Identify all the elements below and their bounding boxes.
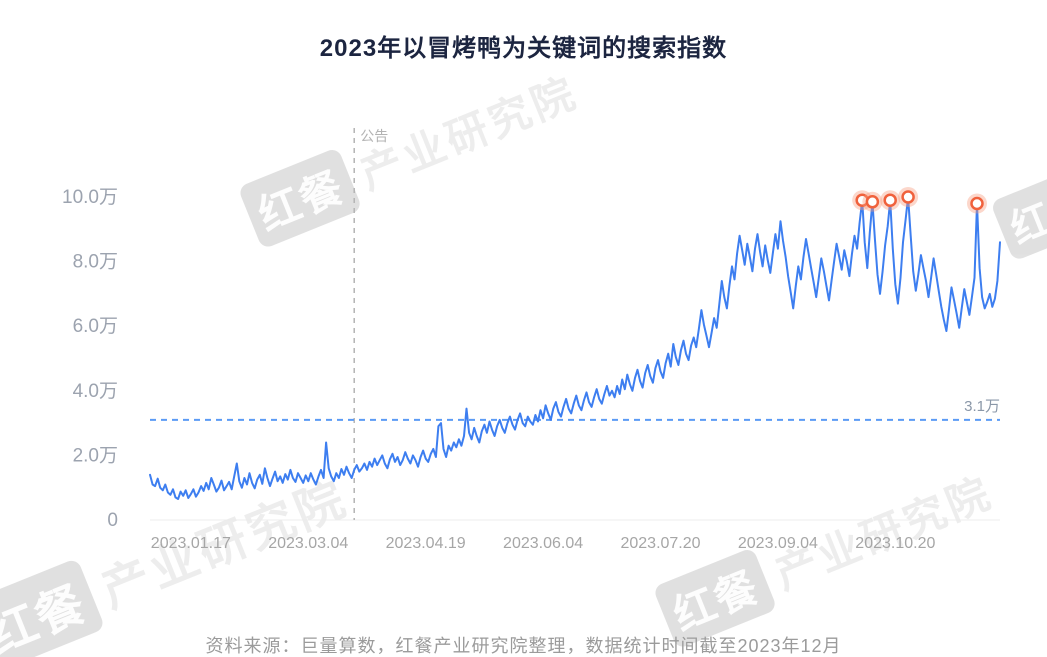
page-title: 2023年以冒烤鸭为关键词的搜索指数 [319,35,728,62]
source-note: 资料来源：巨量算数，红餐产业研究院整理，数据统计时间截至2023年12月 [205,636,842,656]
x-axis-label: 2023.03.04 [268,535,348,552]
announcement-label: 公告 [360,128,388,144]
search-index-line [149,196,1001,500]
y-axis-label: 10.0万 [62,187,118,208]
reference-label: 3.1万 [964,398,1000,415]
x-axis-label: 2023.07.20 [620,535,700,552]
y-axis-label: 2.0万 [73,445,118,466]
y-axis-label: 4.0万 [73,381,118,402]
x-axis-label: 2023.10.20 [855,535,935,552]
x-axis-label: 2023.01.17 [151,535,231,552]
y-axis-label: 0 [107,510,118,531]
x-axis-label: 2023.09.04 [738,535,818,552]
x-axis-label: 2023.04.19 [386,535,466,552]
x-axis-label: 2023.06.04 [503,535,583,552]
peak-marker [970,196,984,211]
peak-marker [865,195,880,209]
peak-marker [901,190,915,204]
peak-marker [883,193,897,207]
y-axis-label: 6.0万 [73,316,118,337]
y-axis-label: 8.0万 [73,252,118,273]
